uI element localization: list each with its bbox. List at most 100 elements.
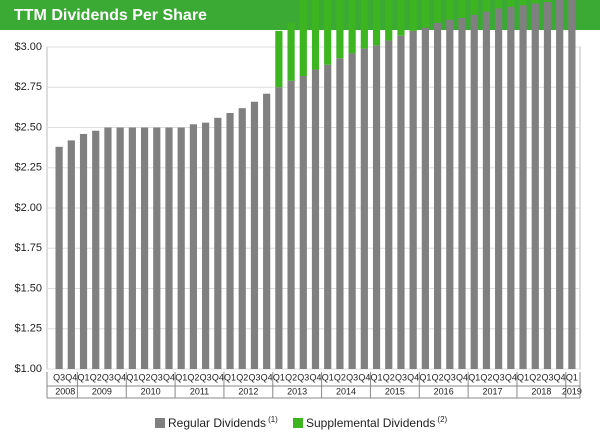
y-tick-label: $1.50 [14,282,42,294]
bar-segment [275,87,283,369]
x-tick-label: Q2 [480,372,492,382]
bar-segment [458,0,466,19]
x-tick-label: Q3 [151,372,163,382]
x-tick-label: Q2 [285,372,297,382]
bar-segment [495,8,503,370]
x-tick-label: Q3 [493,372,505,382]
bar-segment [104,127,112,369]
x-tick-label: Q1 [468,372,480,382]
x-tick-label: Q2 [432,372,444,382]
bar-segment [336,58,344,370]
bar-segment [446,19,454,369]
bar-segment [543,1,552,369]
bar-segment [299,75,307,369]
x-tick-label: Q2 [236,372,248,382]
y-tick-label: $2.00 [14,202,42,214]
x-tick-label: Q2 [383,372,395,382]
bar-segment [556,0,564,369]
year-label: 2015 [385,386,405,396]
x-tick-label: Q3 [444,372,456,382]
bar-segment [568,0,576,370]
x-tick-label: Q1 [517,372,529,382]
x-tick-label: Q3 [346,372,358,382]
year-label: 2011 [190,386,209,396]
x-tick-label: Q2 [187,372,199,382]
bar-segment [433,0,442,23]
year-label: 2008 [55,386,75,396]
bar-segment [348,53,356,369]
bar-segment [519,5,527,369]
year-label: 2018 [531,386,551,396]
bar-segment [421,0,429,28]
x-tick-label: Q4 [114,372,126,382]
bar-segment [202,122,210,369]
bar-segment [348,0,356,54]
bar-segment [507,0,515,7]
bar-segment [397,0,405,36]
y-tick-label: $2.75 [14,81,42,93]
x-tick-label: Q3 [541,372,553,382]
bar-segment [287,22,295,81]
bar-segment [495,0,503,9]
year-label: 2009 [92,386,112,396]
x-tick-label: Q4 [358,372,370,382]
bar-segment [226,113,234,369]
bar-segment [433,22,442,369]
x-tick-label: Q1 [224,372,236,382]
bar-segment [385,40,393,370]
year-label: 2019 [562,386,582,396]
x-tick-label: Q4 [212,372,224,382]
bar-segment [336,0,344,59]
year-label: 2013 [287,386,307,396]
y-tick-label: $1.25 [14,323,42,335]
x-tick-label: Q1 [126,372,138,382]
bar-segment [385,0,393,41]
bar-segment [140,127,149,369]
bar-segment [128,127,136,369]
bar-segment [458,18,466,370]
bar-segment [299,0,307,76]
chart-title: TTM Dividends Per Share [14,7,207,24]
x-tick-label: Q4 [407,372,419,382]
year-label: 2010 [141,386,161,396]
bar-segment [238,108,246,370]
year-label: 2014 [336,386,356,396]
bar-segment [482,11,491,370]
x-tick-label: Q1 [175,372,187,382]
bar-segment [311,0,320,70]
bar-segment [189,124,198,369]
legend-note: (1) [268,415,278,424]
bar-segment [409,0,417,31]
bar-segment [324,0,332,65]
bar-segment [67,140,75,369]
x-tick-label: Q4 [505,372,517,382]
bar-segment [519,0,527,6]
x-tick-label: Q4 [554,372,566,382]
bar-segment [372,45,381,369]
x-tick-label: Q1 [566,372,578,382]
x-tick-label: Q4 [65,372,77,382]
bar-segment [372,0,381,46]
legend-label: Regular Dividends (1) [168,415,278,430]
bar-segment [360,48,368,370]
x-tick-label: Q2 [529,372,541,382]
bar-segment [275,30,283,88]
bar-segment [470,14,478,370]
bar-segment [324,64,332,370]
bar-segment [165,127,173,369]
x-tick-label: Q3 [102,372,114,382]
x-tick-label: Q3 [53,372,65,382]
y-tick-label: $1.00 [14,363,42,375]
bar-segment [543,0,552,2]
y-tick-label: $2.25 [14,162,42,174]
bar-segment [177,127,185,369]
y-tick-label: $1.75 [14,242,42,254]
y-tick-label: $2.50 [14,121,42,133]
bar-segment [55,146,63,369]
legend-name: Supplemental Dividends [306,416,435,430]
x-tick-label: Q4 [456,372,468,382]
bar-segment [116,127,124,369]
bar-segment [360,0,368,49]
x-tick-label: Q3 [395,372,407,382]
